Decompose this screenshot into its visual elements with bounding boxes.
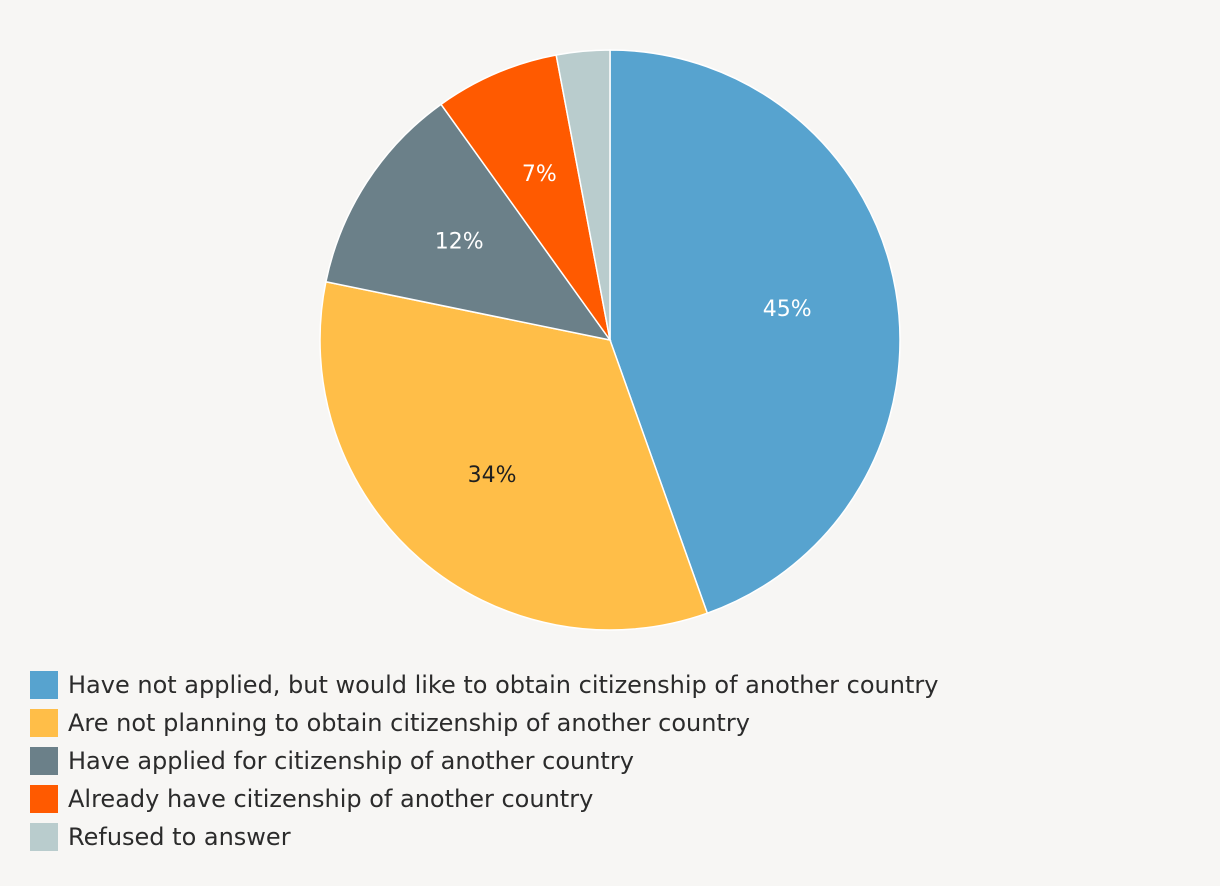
legend-label: Refused to answer (68, 823, 291, 851)
slice-data-label: 34% (468, 463, 517, 488)
legend-swatch (30, 823, 58, 851)
slice-data-label: 7% (522, 162, 557, 187)
legend-swatch (30, 747, 58, 775)
pie-slice (439, 54, 611, 341)
pie-data-labels: 45% 34% 12% 7% (435, 162, 812, 488)
legend: Have not applied, but would like to obta… (30, 666, 938, 856)
legend-label: Already have citizenship of another coun… (68, 785, 594, 813)
legend-label: Have not applied, but would like to obta… (68, 671, 939, 699)
legend-item: Are not planning to obtain citizenship o… (30, 704, 938, 742)
legend-swatch (30, 671, 58, 699)
legend-label: Are not planning to obtain citizenship o… (68, 709, 750, 737)
pie-slice (555, 49, 611, 341)
legend-item: Have not applied, but would like to obta… (30, 666, 938, 704)
pie-slice (325, 103, 612, 342)
legend-label: Have applied for citizenship of another … (68, 747, 634, 775)
legend-item: Already have citizenship of another coun… (30, 780, 938, 818)
legend-swatch (30, 785, 58, 813)
pie-slice (609, 49, 901, 615)
pie-slices (319, 49, 901, 631)
legend-swatch (30, 709, 58, 737)
pie-slice (319, 280, 709, 631)
slice-data-label: 45% (763, 297, 812, 322)
legend-item: Have applied for citizenship of another … (30, 742, 938, 780)
legend-item: Refused to answer (30, 818, 938, 856)
slice-data-label: 12% (435, 230, 484, 255)
pie-chart: 45% 34% 12% 7% (319, 49, 901, 631)
